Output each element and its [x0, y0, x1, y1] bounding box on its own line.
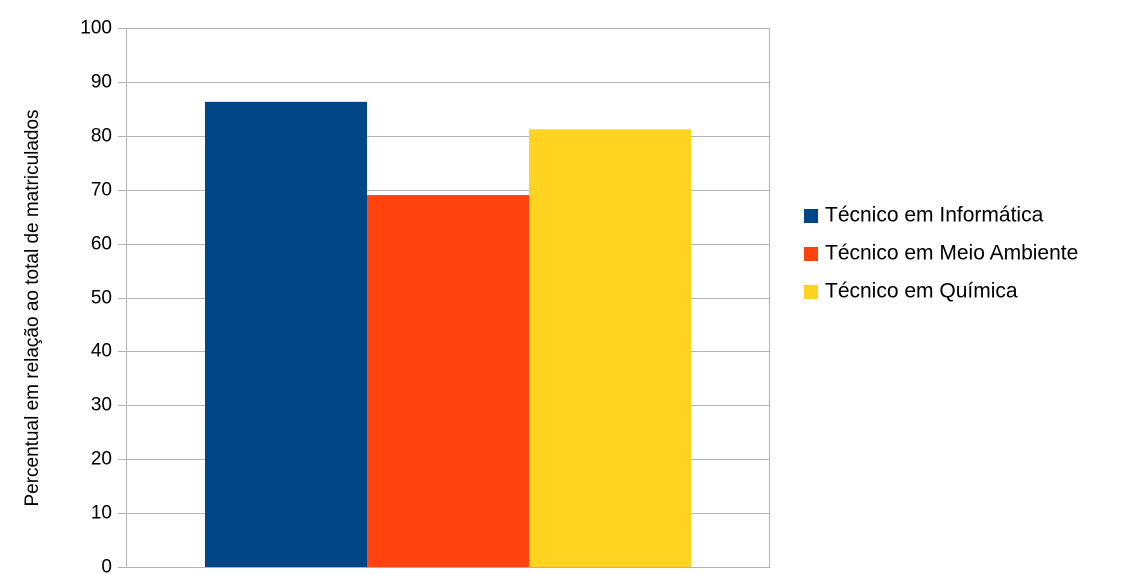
- y-tick-label: 20: [91, 449, 112, 470]
- y-tick-label: 0: [101, 557, 112, 574]
- bars: [205, 101, 691, 567]
- plot-frame: [126, 28, 770, 568]
- legend-label-1: Técnico em Informática: [825, 204, 1044, 227]
- bar-3: [529, 129, 691, 567]
- y-tick-label: 80: [91, 126, 112, 147]
- y-tick-label: 10: [91, 503, 112, 524]
- legend-label-3: Técnico em Química: [825, 280, 1018, 303]
- bar-2: [367, 195, 529, 567]
- legend-label-2: Técnico em Meio Ambiente: [825, 242, 1078, 265]
- legend-swatch-2: [804, 247, 818, 261]
- y-tick-label: 50: [91, 288, 112, 309]
- y-tick-label: 40: [91, 341, 112, 362]
- y-tick-label: 100: [80, 18, 112, 39]
- axes: [126, 28, 770, 568]
- y-tick-label: 70: [91, 180, 112, 201]
- legend-swatch-1: [804, 209, 818, 223]
- y-tick-label: 90: [91, 72, 112, 93]
- y-axis-ticks: 0 10 20 30 40 50 60 70 80 90 100: [80, 18, 126, 574]
- y-tick-label: 60: [91, 234, 112, 255]
- bar-1: [205, 101, 367, 567]
- legend-swatch-3: [804, 285, 818, 299]
- y-tick-label: 30: [91, 395, 112, 416]
- legend: Técnico em Informática Técnico em Meio Am…: [804, 204, 1078, 303]
- y-axis-label: Percentual em relação ao total de matric…: [22, 109, 43, 506]
